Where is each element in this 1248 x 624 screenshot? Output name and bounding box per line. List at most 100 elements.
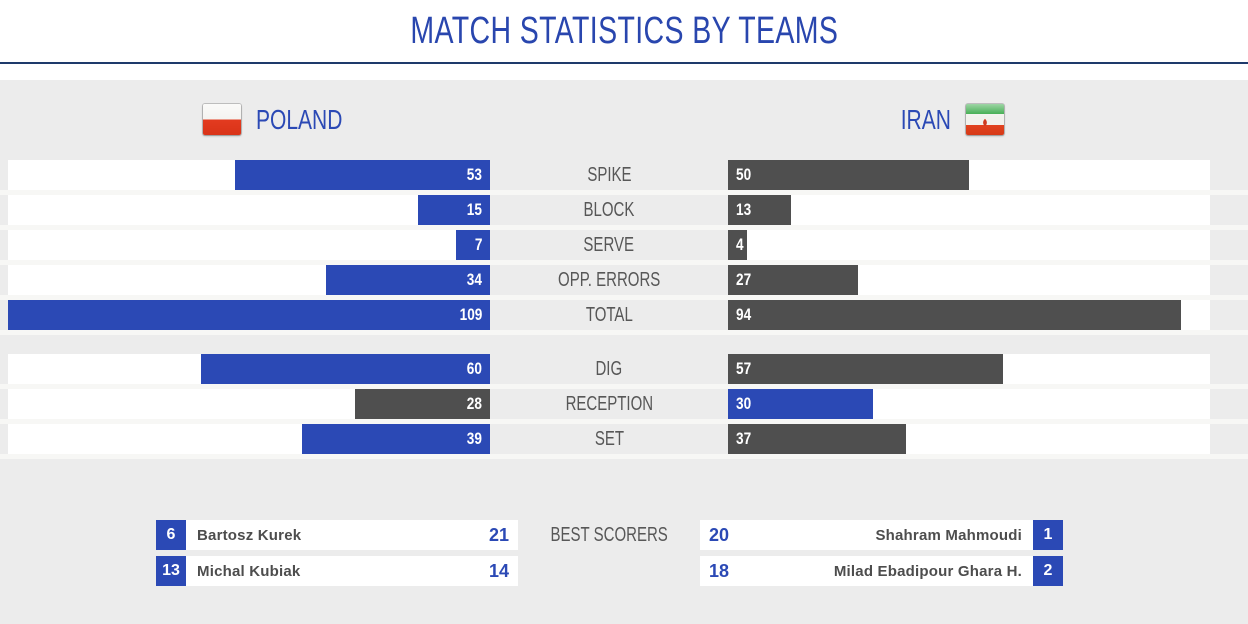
away-bar-value: 37	[736, 429, 752, 448]
home-team-name: POLAND	[256, 103, 371, 137]
away-bar-value: 30	[736, 394, 752, 413]
header: MATCH STATISTICS BY TEAMS	[0, 0, 1248, 80]
stat-label: BLOCK	[490, 195, 728, 225]
away-bar-value: 4	[736, 235, 744, 254]
away-bar: 57	[728, 354, 1003, 384]
away-bar-value: 13	[736, 200, 752, 219]
scorer-body: 18 Milad Ebadipour Ghara H.	[700, 556, 1033, 586]
home-bar-value: 7	[474, 235, 482, 254]
stat-label-text: SERVE	[583, 234, 635, 256]
best-scorers-label-text: BEST SCORERS	[550, 524, 668, 546]
away-bar: 30	[728, 389, 873, 419]
scorer-points: 21	[488, 525, 509, 545]
stat-label-text: BLOCK	[583, 199, 635, 221]
stat-label: TOTAL	[490, 300, 728, 330]
away-bar: 94	[728, 300, 1182, 330]
header-divider	[0, 62, 1248, 64]
home-bar: 34	[326, 265, 490, 295]
home-bar-value: 28	[466, 394, 482, 413]
away-track: 37	[728, 424, 1210, 454]
stat-label-text: SPIKE	[586, 164, 632, 186]
stat-label-text: RECEPTION	[565, 393, 653, 415]
home-scorers: 6 Bartosz Kurek 21 13 Michal Kubiak 14	[156, 520, 518, 592]
home-track: 60	[8, 354, 490, 384]
away-track: 94	[728, 300, 1210, 330]
home-team-name-text: POLAND	[256, 104, 343, 135]
home-track: 109	[8, 300, 490, 330]
row-right-margin	[1210, 195, 1248, 225]
page-title: MATCH STATISTICS BY TEAMS	[0, 0, 1248, 62]
home-track: 7	[8, 230, 490, 260]
stat-label-text: TOTAL	[585, 304, 633, 326]
scorer-name: Bartosz Kurek	[197, 526, 302, 544]
away-track: 50	[728, 160, 1210, 190]
away-bar: 4	[728, 230, 748, 260]
home-bar: 53	[234, 160, 490, 190]
stat-label: DIG	[490, 354, 728, 384]
home-bar-value: 15	[466, 200, 482, 219]
stat-row: 15 BLOCK 13	[0, 195, 1248, 230]
stat-row: 28 RECEPTION 30	[0, 389, 1248, 424]
scorer-row: 6 Bartosz Kurek 21	[156, 520, 518, 550]
away-team-name-text: IRAN	[900, 104, 951, 135]
best-scorers-label: BEST SCORERS	[490, 520, 728, 550]
home-bar: 60	[200, 354, 490, 384]
row-right-margin	[1210, 160, 1248, 190]
row-right-margin	[1210, 424, 1248, 454]
scorer-name: Michal Kubiak	[197, 562, 301, 580]
home-track: 15	[8, 195, 490, 225]
row-left-margin	[0, 389, 8, 419]
home-bar: 15	[417, 195, 490, 225]
row-left-margin	[0, 195, 8, 225]
row-left-margin	[0, 160, 8, 190]
home-track: 34	[8, 265, 490, 295]
page-title-text: MATCH STATISTICS BY TEAMS	[410, 10, 838, 52]
row-right-margin	[1210, 300, 1248, 330]
home-bar-value: 60	[466, 359, 482, 378]
home-track: 28	[8, 389, 490, 419]
row-left-margin	[0, 354, 8, 384]
row-right-margin	[1210, 389, 1248, 419]
row-left-margin	[0, 265, 8, 295]
row-right-margin	[1210, 230, 1248, 260]
iran-flag-icon	[966, 104, 1004, 135]
home-bar: 7	[456, 230, 490, 260]
stat-label-text: DIG	[595, 358, 623, 380]
stat-row: 7 SERVE 4	[0, 230, 1248, 265]
row-left-margin	[0, 230, 8, 260]
away-bar: 13	[728, 195, 791, 225]
away-team-name: IRAN	[884, 103, 951, 137]
jersey-number: 13	[156, 556, 186, 586]
stat-label: SPIKE	[490, 160, 728, 190]
scorer-row: 13 Michal Kubiak 14	[156, 556, 518, 586]
scorer-body: Bartosz Kurek 21	[186, 520, 518, 550]
stats-chart: 53 SPIKE 50 15 BLOCK 13 7 SERVE 4 34 OPP. ERRORS 27…	[0, 160, 1248, 459]
away-track: 13	[728, 195, 1210, 225]
home-bar: 28	[355, 389, 490, 419]
scorer-points: 18	[709, 561, 730, 581]
scorer-points: 20	[709, 525, 730, 545]
home-track: 53	[8, 160, 490, 190]
stat-row: 60 DIG 57	[0, 354, 1248, 389]
scorer-points: 14	[488, 561, 509, 581]
row-right-margin	[1210, 265, 1248, 295]
away-track: 4	[728, 230, 1210, 260]
home-bar: 39	[302, 424, 490, 454]
iran-emblem-icon	[980, 115, 990, 126]
stat-row: 39 SET 37	[0, 424, 1248, 459]
poland-flag-icon	[203, 104, 241, 135]
stat-label-text: SET	[594, 428, 624, 450]
home-bar-value: 39	[466, 429, 482, 448]
scorer-row: 20 Shahram Mahmoudi 1	[700, 520, 1063, 550]
stat-row: 53 SPIKE 50	[0, 160, 1248, 195]
away-bar: 37	[728, 424, 907, 454]
jersey-number: 2	[1033, 556, 1063, 586]
stat-label: SET	[490, 424, 728, 454]
jersey-number: 1	[1033, 520, 1063, 550]
away-track: 30	[728, 389, 1210, 419]
stat-row: 109 TOTAL 94	[0, 300, 1248, 335]
scorer-name: Shahram Mahmoudi	[875, 526, 1022, 544]
scorer-body: Michal Kubiak 14	[186, 556, 518, 586]
scorer-body: 20 Shahram Mahmoudi	[700, 520, 1033, 550]
